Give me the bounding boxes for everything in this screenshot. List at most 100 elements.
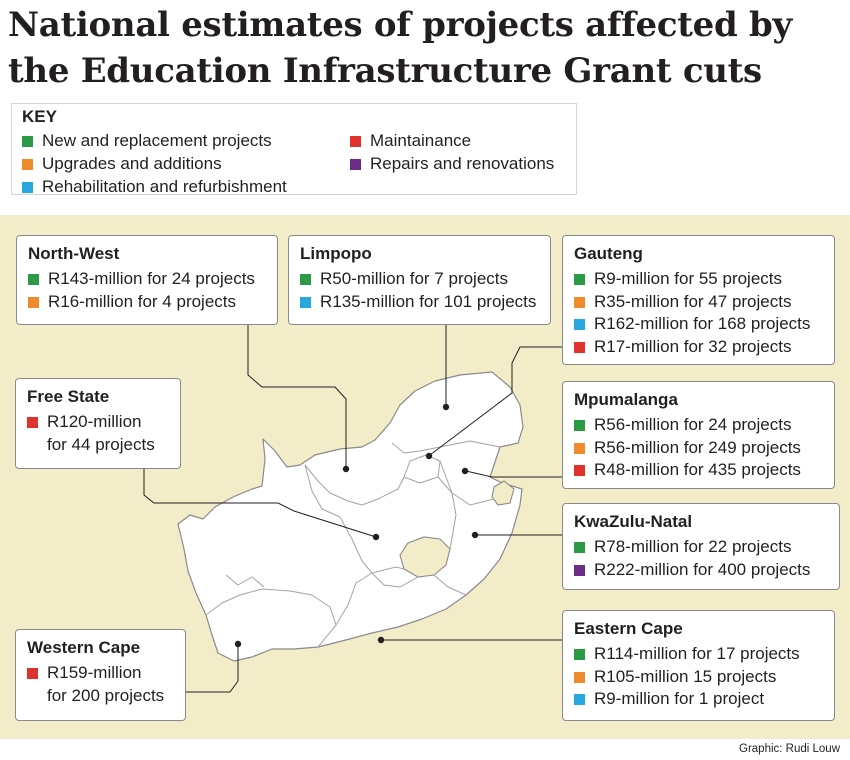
- province-row-text: R9-million for 1 project: [594, 689, 765, 708]
- category-swatch-maint: [574, 465, 585, 476]
- province-box-eastern-cape: Eastern Cape R114-million for 17 projects…: [562, 610, 835, 721]
- legend-label-repair: Repairs and renovations: [370, 154, 555, 173]
- leader-dot-eastern-cape: [377, 636, 385, 644]
- category-swatch-new: [574, 420, 585, 431]
- province-name: Limpopo: [300, 244, 372, 263]
- category-swatch-rehab: [574, 694, 585, 705]
- province-name: Mpumalanga: [574, 390, 678, 409]
- border-limpopo: [391, 440, 501, 454]
- south-africa-map: [143, 323, 563, 693]
- leader-line-mpumalanga: [465, 470, 563, 478]
- legend-label-upgrade: Upgrades and additions: [42, 154, 222, 173]
- legend-label-rehab: Rehabilitation and refurbishment: [42, 177, 287, 196]
- province-name: Gauteng: [574, 244, 643, 263]
- category-swatch-repair: [574, 564, 585, 576]
- province-name: Free State: [27, 387, 110, 406]
- province-name: Eastern Cape: [574, 619, 683, 638]
- province-box-limpopo: Limpopo R50-million for 7 projects R135-mi…: [288, 235, 551, 325]
- province-row-upgrade: R35-million for 47 projects: [574, 291, 824, 314]
- category-swatch-new: [28, 274, 39, 285]
- province-name: KwaZulu-Natal: [574, 512, 693, 531]
- leader-line-free-state: [143, 468, 377, 538]
- graphic-credit: Graphic: Rudi Louw: [739, 743, 840, 755]
- category-swatch-upgrade: [28, 296, 39, 308]
- province-row-new: R78-million for 22 projects: [574, 536, 829, 559]
- legend-item-upgrade: Upgrades and additions: [22, 154, 222, 174]
- province-box-gauteng: Gauteng R9-million for 55 projects R35-mil…: [562, 235, 835, 365]
- category-swatch-maint: [574, 341, 585, 353]
- category-swatch-new: [574, 649, 585, 660]
- province-row-upgrade: R16-million for 4 projects: [28, 291, 267, 314]
- leader-dot-western-cape: [234, 640, 242, 648]
- legend-swatch-repair: [350, 158, 361, 170]
- province-row-text: R78-million for 22 projects: [594, 537, 792, 556]
- border-nw-fs: [304, 464, 405, 506]
- province-row-repair: R222-million for 400 projects: [574, 559, 829, 582]
- province-row-text: R135-million for 101 projects: [320, 291, 537, 311]
- province-row-text: R159-million for 200 projects: [47, 663, 165, 705]
- leader-line-western-cape: [186, 645, 239, 693]
- leader-dot-gauteng: [425, 452, 433, 460]
- province-row-text: R56-million for 249 projects: [594, 437, 801, 457]
- border-nc-detail: [225, 574, 265, 588]
- province-row-new: R56-million for 24 projects: [574, 414, 824, 437]
- leader-dot-free-state: [372, 533, 380, 541]
- province-name: Western Cape: [27, 638, 141, 657]
- province-name: North-West: [28, 244, 120, 263]
- map-area: North-West R143-million for 24 projects R1…: [0, 215, 850, 739]
- legend-item-maint: Maintainance: [350, 131, 471, 151]
- province-row-maint: R48-million for 435 projects: [574, 459, 824, 482]
- legend-label-new: New and replacement projects: [42, 131, 272, 150]
- category-swatch-upgrade: [574, 296, 585, 308]
- category-swatch-upgrade: [574, 671, 585, 683]
- province-row-text: R16-million for 4 projects: [48, 291, 237, 311]
- category-swatch-new: [574, 274, 585, 285]
- province-row-text: R17-million for 32 projects: [594, 336, 792, 356]
- category-swatch-maint: [27, 668, 38, 679]
- province-row-rehab: R162-million for 168 projects: [574, 313, 824, 336]
- province-row-new: R50-million for 7 projects: [300, 268, 540, 291]
- province-row-text: R48-million for 435 projects: [594, 460, 801, 479]
- category-swatch-upgrade: [574, 442, 585, 454]
- legend-item-rehab: Rehabilitation and refurbishment: [22, 177, 287, 197]
- lesotho-outline: [399, 536, 451, 578]
- province-row-new: R9-million for 55 projects: [574, 268, 824, 291]
- province-row-text: R222-million for 400 projects: [594, 559, 811, 579]
- leader-dot-limpopo: [442, 403, 450, 411]
- legend-swatch-new: [22, 135, 33, 147]
- legend-swatch-maint: [350, 135, 361, 147]
- leader-dot-north-west: [342, 465, 350, 473]
- province-row-text: R114-million for 17 projects: [594, 644, 800, 663]
- border-nc-wc: [205, 588, 337, 648]
- legend-swatch-upgrade: [22, 158, 33, 170]
- province-box-north-west: North-West R143-million for 24 projects R1…: [16, 235, 278, 325]
- province-row-text: R120-million for 44 projects: [47, 412, 155, 454]
- legend: KEY New and replacement projects Upgrade…: [11, 103, 577, 197]
- border-fs-ec: [371, 572, 419, 588]
- province-box-mpumalanga: Mpumalanga R56-million for 24 projects R56…: [562, 381, 835, 489]
- province-row-rehab: R135-million for 101 projects: [300, 291, 540, 314]
- legend-title: KEY: [22, 107, 57, 126]
- province-row-text: R105-million 15 projects: [594, 666, 777, 686]
- border-kzn-ec: [433, 574, 467, 596]
- category-swatch-rehab: [574, 319, 585, 330]
- province-row-text: R50-million for 7 projects: [320, 269, 509, 288]
- province-row-text: R35-million for 47 projects: [594, 291, 792, 311]
- province-row-text: R9-million for 55 projects: [594, 269, 783, 288]
- province-row-maint: R120-million for 44 projects: [27, 411, 170, 456]
- province-row-maint: R17-million for 32 projects: [574, 336, 824, 359]
- category-swatch-new: [300, 274, 311, 285]
- province-row-text: R162-million for 168 projects: [594, 314, 811, 333]
- country-outline: [177, 371, 524, 662]
- legend-swatch-rehab: [22, 181, 33, 193]
- province-row-rehab: R9-million for 1 project: [574, 688, 824, 711]
- legend-label-maint: Maintainance: [370, 131, 472, 150]
- province-row-upgrade: R56-million for 249 projects: [574, 437, 824, 460]
- border-fs-kzn: [439, 460, 457, 550]
- swaziland-outline: [491, 480, 515, 506]
- border-mpumalanga: [437, 476, 495, 506]
- leader-line-gauteng: [429, 346, 563, 456]
- province-box-western-cape: Western Cape R159-million for 200 project…: [15, 629, 186, 721]
- category-swatch-new: [574, 542, 585, 553]
- province-row-text: R56-million for 24 projects: [594, 415, 792, 434]
